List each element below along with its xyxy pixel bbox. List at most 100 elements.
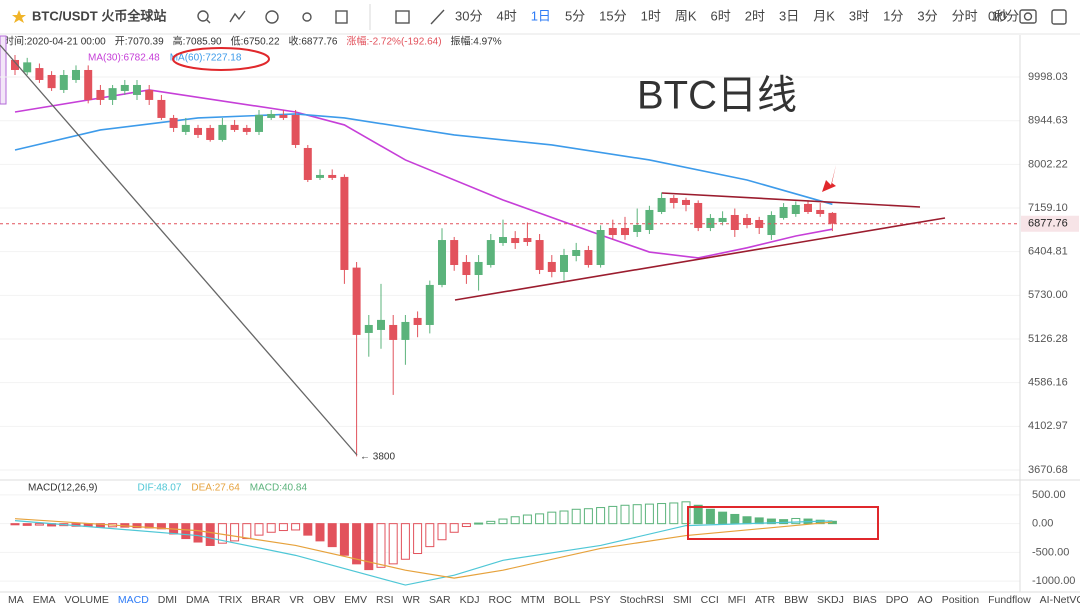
candle-body (242, 127, 251, 132)
indicator-tab[interactable]: BOLL (554, 594, 581, 606)
interval-button[interactable]: 30分 (455, 8, 482, 23)
interval-button[interactable]: 3时 (849, 8, 869, 23)
theme-icon[interactable] (302, 12, 312, 22)
macd-bar (779, 519, 789, 525)
interval-button[interactable]: 周K (675, 8, 697, 23)
indicator-tab[interactable]: BBW (784, 594, 808, 606)
indicator-tab[interactable]: Position (942, 594, 980, 606)
indicator-tab[interactable]: CCI (701, 594, 719, 606)
candle-body (169, 117, 178, 128)
y-tick-label: 3670.68 (1028, 464, 1068, 476)
macd-bar (327, 523, 337, 548)
indicator-tab[interactable]: MA (8, 594, 24, 606)
indicator-tab[interactable]: BRAR (251, 594, 281, 606)
indicator-tab[interactable]: SAR (429, 594, 451, 606)
indicator-tab[interactable]: Fundflow (988, 594, 1031, 606)
indicator-tab[interactable]: SKDJ (817, 594, 844, 606)
candle-body (804, 203, 812, 212)
candle-body (59, 74, 68, 90)
camera-icon[interactable] (1019, 9, 1037, 24)
candle-body (194, 127, 202, 135)
candle-body (108, 88, 117, 100)
macd-bar (242, 523, 252, 540)
indicator-tab[interactable]: WR (403, 594, 421, 606)
indicator-tab[interactable]: ATR (755, 594, 776, 606)
indicator-tab[interactable]: EMA (33, 594, 56, 606)
trend-line[interactable] (0, 44, 358, 456)
indicator-tab[interactable]: MFI (728, 594, 746, 606)
toolbar (0, 0, 1080, 34)
indicator-tab[interactable]: KDJ (460, 594, 480, 606)
indicator-tab[interactable]: AI-NetVOL (1040, 594, 1080, 606)
indicator-tab[interactable]: ROC (488, 594, 512, 606)
support-line[interactable] (454, 217, 946, 301)
indicator-tab[interactable]: RSI (376, 594, 394, 606)
candle-body (328, 174, 337, 178)
indicator-tab[interactable]: MTM (521, 594, 545, 606)
settings-icon[interactable] (265, 10, 279, 24)
macd-legend-item: MACD:40.84 (250, 483, 308, 494)
macd-bar (632, 504, 642, 525)
indicator-tab[interactable]: DMI (158, 594, 177, 606)
indicator-tab[interactable]: VOLUME (65, 594, 109, 606)
interval-button[interactable]: 1分 (883, 8, 903, 23)
interval-button[interactable]: 3日 (779, 8, 799, 23)
selection-box (0, 35, 7, 105)
ma-line (14, 89, 833, 259)
interval-button[interactable]: 6时 (711, 8, 731, 23)
interval-button[interactable]: 5分 (565, 8, 585, 23)
interval-button[interactable]: 4时 (496, 8, 516, 23)
indicator-tab[interactable]: StochRSI (620, 594, 664, 606)
macd-bar (437, 523, 447, 541)
indicator-tab[interactable]: DMA (186, 594, 209, 606)
indicator-tab[interactable]: TRIX (218, 594, 242, 606)
interval-button[interactable]: 1日 (531, 8, 551, 23)
countdown: 0秒 (988, 8, 1008, 23)
candle-body (633, 224, 642, 232)
tool-icons (197, 4, 1067, 30)
y-tick-label: 4586.16 (1028, 377, 1068, 389)
candle-body (206, 127, 215, 140)
candle-body (621, 227, 629, 236)
info-row: 时间:2020-04-21 00:00 开:7070.39 高:7085.90 低:6… (4, 35, 502, 48)
interval-button[interactable]: 1时 (641, 8, 661, 23)
candle-body (511, 238, 520, 244)
arrow-annotation (822, 165, 836, 192)
candle-body (413, 317, 422, 325)
indicator-tab[interactable]: SMI (673, 594, 692, 606)
indicator-icon[interactable] (229, 10, 246, 23)
candle-body (279, 114, 288, 118)
interval-button[interactable]: 10分 (992, 8, 1019, 23)
interval-button[interactable]: 月K (813, 8, 835, 23)
search-icon[interactable] (197, 10, 209, 22)
candle-body (547, 261, 556, 272)
macd-legend-item: DEA:27.64 (191, 483, 240, 494)
indicator-tab[interactable]: EMV (344, 594, 367, 606)
indicator-tab[interactable]: MACD (118, 594, 149, 606)
symbol[interactable]: BTC/USDT 火币全球站 (32, 8, 166, 23)
indicator-tab[interactable]: DPO (886, 594, 909, 606)
macd-bar (461, 523, 471, 528)
rect-tool[interactable] (395, 10, 410, 24)
candle-body (72, 69, 80, 80)
interval-button[interactable]: 3分 (917, 8, 937, 23)
macd-bar (193, 523, 203, 543)
fullscreen-icon[interactable] (1051, 9, 1067, 25)
favorite-star[interactable] (12, 10, 26, 23)
y-tick-label: 0.00 (1032, 518, 1053, 530)
line-tool[interactable] (430, 9, 445, 25)
indicator-tab[interactable]: PSY (590, 594, 611, 606)
indicator-tab[interactable]: OBV (313, 594, 335, 606)
indicator-tab[interactable]: BIAS (853, 594, 877, 606)
candle-body (743, 217, 751, 225)
interval-button[interactable]: 15分 (599, 8, 626, 23)
resistance-line[interactable] (661, 192, 921, 208)
macd-bar (766, 518, 776, 525)
indicator-tab[interactable]: VR (289, 594, 304, 606)
interval-button[interactable]: 分时 (952, 8, 978, 23)
interval-button[interactable]: 2时 (745, 8, 765, 23)
y-tick-label: -500.00 (1032, 546, 1069, 558)
indicator-tab[interactable]: AO (918, 594, 933, 606)
candle-body (133, 84, 141, 95)
layout-icon[interactable] (335, 10, 348, 24)
